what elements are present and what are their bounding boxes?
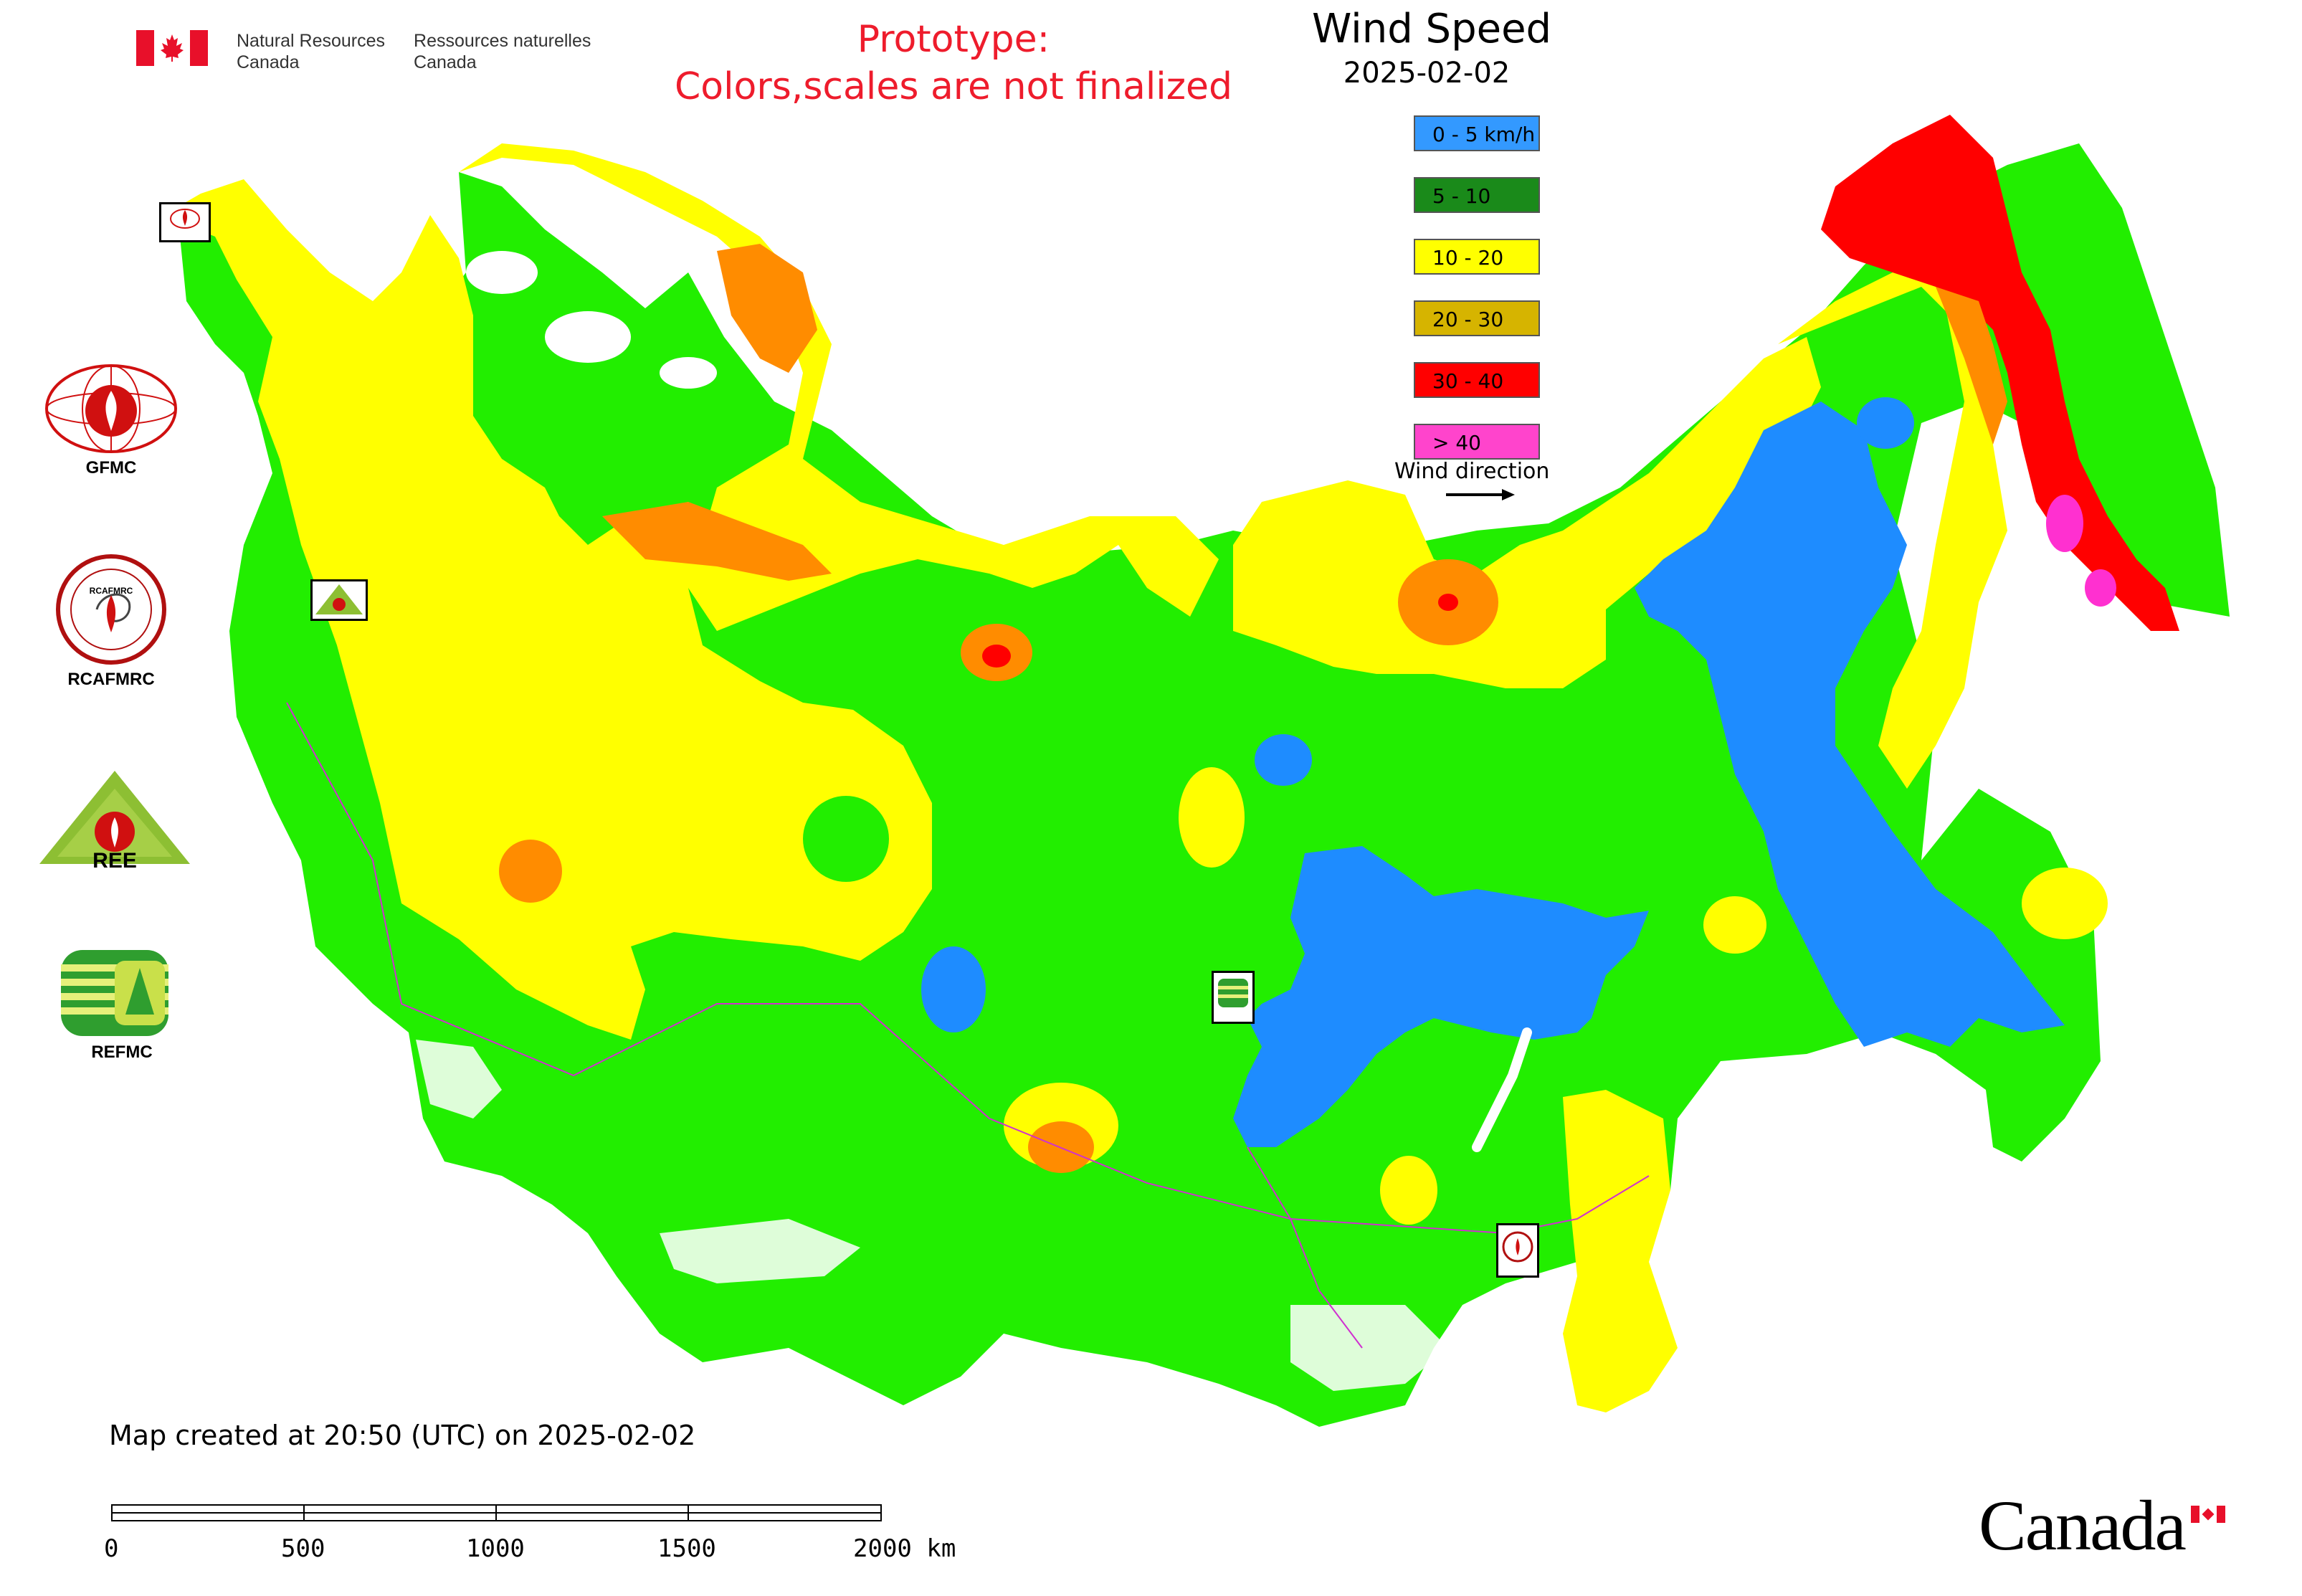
refmc-map-marker[interactable] [1212, 971, 1255, 1024]
refmc-emblem-icon [61, 950, 168, 1036]
nrcan-english: Natural Resources Canada [237, 30, 385, 73]
gfmc-map-marker[interactable] [159, 202, 211, 242]
country-border [1247, 1146, 1363, 1349]
calm-wind-zone [1255, 734, 1312, 786]
white-data-gap [1290, 1305, 1448, 1391]
canada-flag-icon [136, 30, 208, 66]
moderate-wind-zone [163, 179, 932, 1040]
fresh-wind-zone [717, 244, 817, 373]
nrcan-en-line1: Natural Resources [237, 31, 386, 51]
rcafmrc-emblem-icon: RCAFMRC [56, 554, 166, 665]
scale-bar [111, 1504, 882, 1521]
calm-wind-zone [1233, 846, 1649, 1147]
fresh-wind-zone [1936, 287, 2007, 445]
prototype-notice: Prototype: Colors,scales are not finaliz… [645, 16, 1262, 110]
reefmc-map-marker[interactable] [310, 579, 368, 621]
legend-date: 2025-02-02 [1343, 57, 1511, 90]
svg-text:REE: REE [92, 849, 137, 873]
rcafmrc-map-marker[interactable] [1496, 1223, 1539, 1278]
refmc-logo: REFMC [57, 946, 186, 1063]
legend-item-10-20: 10 - 20 [1414, 239, 1540, 275]
nrcan-signature: Natural Resources Canada Ressources natu… [136, 30, 591, 73]
prototype-line1: Prototype: [857, 18, 1050, 61]
calm-wind-zone [1857, 397, 1914, 449]
lake [466, 251, 538, 294]
legend-item-30-40: 30 - 40 [1414, 362, 1540, 398]
wind-direction-arrow-icon [1446, 489, 1515, 500]
legend-item-20-30: 20 - 30 [1414, 300, 1540, 336]
moderate-wind-zone [2022, 868, 2108, 939]
moderate-wind-zone [1233, 337, 1821, 688]
rcafmrc-label: RCAFMRC [67, 670, 155, 689]
canada-wordmark: Canada [1979, 1484, 2187, 1567]
nrcan-fr-line1: Ressources naturelles [414, 31, 591, 51]
prototype-line2: Colors,scales are not finalized [674, 65, 1233, 108]
nrcan-french: Ressources naturelles Canada [414, 30, 591, 73]
lake-baikal [1472, 1027, 1532, 1152]
white-data-gap [416, 1040, 502, 1118]
moderate-wind-zone [459, 143, 1219, 631]
strong-wind-zone [1821, 115, 2179, 631]
scale-label-0: 0 [104, 1534, 119, 1563]
fresh-wind-zone [602, 502, 832, 581]
wordmark-flag-icon [2191, 1506, 2225, 1523]
scale-label-1500: 1500 [657, 1534, 716, 1563]
white-data-gap [660, 1219, 860, 1283]
gfmc-emblem-icon [45, 364, 177, 453]
very-strong-wind-zone [2046, 495, 2083, 552]
strong-wind-zone [1438, 594, 1458, 611]
canada-wordmark-text: Canada [1979, 1486, 2187, 1565]
moderate-wind-zone [803, 796, 889, 882]
moderate-wind-zone [1778, 258, 2007, 789]
scale-label-1000: 1000 [466, 1534, 525, 1563]
scale-label-500: 500 [281, 1534, 325, 1563]
refmc-label: REFMC [91, 1042, 153, 1062]
legend: Wind Speed 2025-02-02 0 - 5 km/h 5 - 10 … [1312, 6, 1551, 460]
gfmc-logo: GFMC [39, 362, 183, 478]
calm-wind-zone [921, 946, 986, 1032]
scale-label-2000: 2000 km [853, 1534, 956, 1563]
reefmc-emblem-icon: REE [39, 771, 190, 873]
rcafmrc-logo: RCAFMRC RCAFMRC [54, 552, 168, 690]
reefmc-logo: REE [36, 767, 194, 875]
moderate-wind-zone [1703, 896, 1766, 954]
nrcan-fr-line2: Canada [414, 52, 477, 72]
map-created-note: Map created at 20:50 (UTC) on 2025-02-02 [109, 1420, 696, 1451]
moderate-wind-zone [1563, 1090, 1678, 1412]
very-strong-wind-zone [2085, 569, 2116, 607]
strong-wind-zone [982, 645, 1011, 668]
legend-item-over-40: > 40 [1414, 424, 1540, 460]
moderate-wind-zone [1380, 1156, 1437, 1225]
lake [545, 311, 631, 363]
wind-direction-label: Wind direction [1394, 459, 1550, 484]
moderate-wind-zone [1179, 767, 1245, 868]
svg-text:RCAFMRC: RCAFMRC [90, 586, 133, 596]
nrcan-en-line2: Canada [237, 52, 300, 72]
legend-item-5-10: 5 - 10 [1414, 177, 1540, 213]
legend-title: Wind Speed [1312, 6, 1552, 52]
lake [660, 357, 717, 389]
gfmc-label: GFMC [85, 458, 137, 478]
calm-wind-zone [1635, 402, 2065, 1047]
legend-item-0-5: 0 - 5 km/h [1414, 115, 1540, 151]
fresh-wind-zone [499, 840, 562, 903]
